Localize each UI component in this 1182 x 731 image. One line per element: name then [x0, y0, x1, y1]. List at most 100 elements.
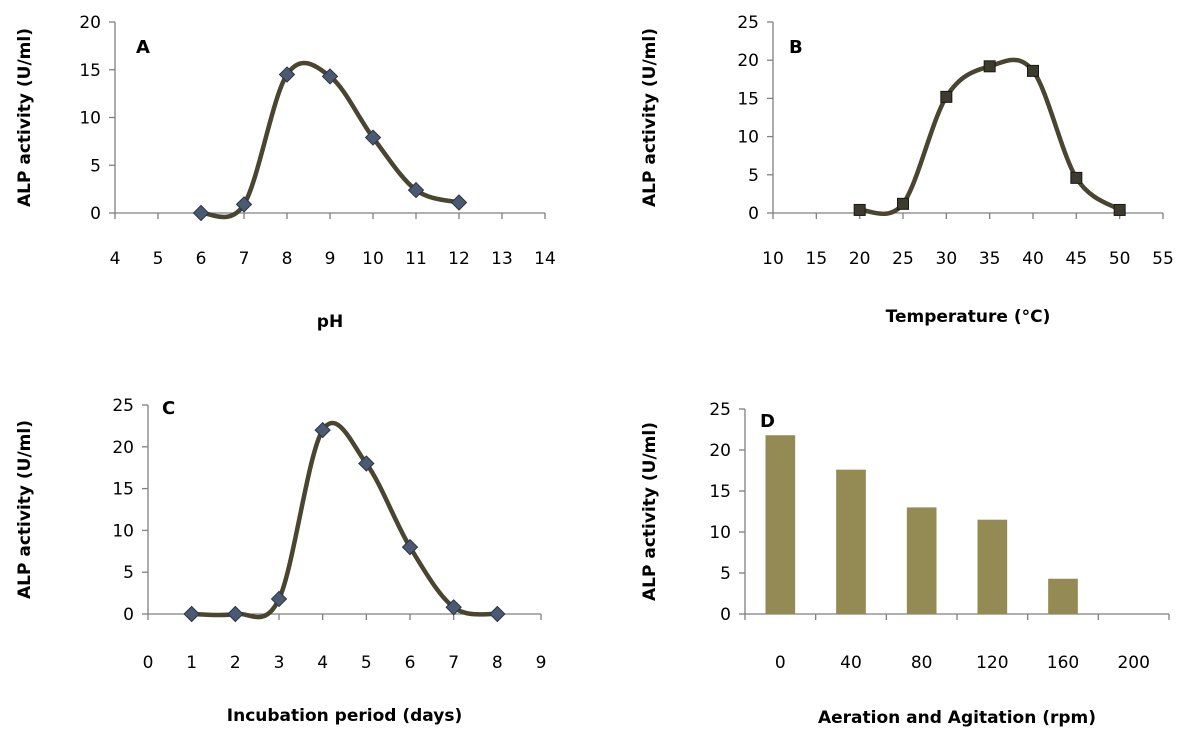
panel-label: C	[162, 398, 175, 419]
data-point	[227, 605, 244, 623]
y-tick-label: 0	[90, 204, 101, 224]
y-tick-label: 0	[720, 605, 731, 625]
x-tick-label: 20	[849, 249, 871, 269]
panel-label: B	[789, 37, 803, 58]
x-tick-label: 2	[230, 653, 241, 673]
y-tick-label: 25	[709, 400, 731, 420]
panel-d: 0 5 10 15 20 25 ALP activity (U/ml) Aeration an…	[640, 400, 1170, 728]
x-tick-label: 50	[1109, 249, 1131, 269]
x-tick-label: 45	[1066, 249, 1088, 269]
y-tick-label: 5	[748, 166, 759, 186]
y-tick-label: 10	[112, 521, 134, 541]
y-tick-label: 25	[112, 396, 134, 416]
y-axis-title: ALP activity (U/ml)	[640, 28, 660, 207]
x-tick-label: 8	[282, 249, 293, 269]
y-axis-title: ALP activity (U/ml)	[15, 420, 35, 599]
x-tick-label: 40	[1022, 249, 1044, 269]
x-tick-label: 1	[186, 653, 197, 673]
x-tick-label: 9	[536, 653, 547, 673]
y-tick-label: 0	[123, 605, 134, 625]
x-tick-label: 13	[491, 249, 513, 269]
x-axis-title: Incubation period (days)	[227, 706, 462, 726]
panel-b: 0 5 10 15 20 25 ALP activity (U/ml) Temperature…	[640, 13, 1174, 327]
y-tick-label: 20	[737, 51, 759, 71]
data-point	[401, 538, 419, 556]
series-line	[189, 420, 500, 620]
y-axis-title: ALP activity (U/ml)	[640, 422, 660, 601]
panel-label: A	[136, 37, 150, 58]
data-point	[192, 204, 210, 222]
data-point	[235, 196, 253, 213]
data-point	[270, 590, 288, 608]
x-tick-label: 0	[143, 653, 154, 673]
data-point	[853, 203, 866, 216]
data-point	[1113, 203, 1126, 216]
panel-label: D	[760, 411, 775, 432]
panel-a: 0 5 10 15 20 ALP activity (U/ml) pH A 4 5 6 7 8 9 10 11…	[15, 13, 556, 332]
x-tick-label: 15	[806, 249, 828, 269]
y-tick-label: 10	[709, 523, 731, 543]
x-axis-title: Aeration and Agitation (rpm)	[818, 708, 1096, 728]
x-tick-label: 5	[361, 653, 372, 673]
data-point	[364, 129, 382, 146]
data-point	[183, 605, 200, 623]
x-tick-label: 9	[325, 249, 336, 269]
x-tick-label: 7	[239, 249, 250, 269]
x-axis-title: Temperature (°C)	[886, 307, 1051, 327]
x-tick-label: 7	[448, 653, 459, 673]
x-tick-label: 200	[1117, 653, 1149, 673]
x-tick-label: 6	[196, 249, 207, 269]
y-tick-label: 5	[90, 156, 101, 176]
bar	[906, 507, 937, 614]
x-tick-label: 55	[1152, 249, 1174, 269]
x-tick-label: 0	[775, 653, 786, 673]
y-tick-label: 20	[79, 13, 101, 33]
x-tick-label: 10	[362, 249, 384, 269]
x-tick-label: 8	[492, 653, 503, 673]
bar	[765, 435, 796, 614]
x-tick-label: 10	[762, 249, 784, 269]
y-tick-label: 25	[737, 13, 759, 33]
y-tick-label: 15	[79, 61, 101, 81]
y-tick-label: 5	[720, 564, 731, 584]
data-point	[407, 181, 425, 199]
data-point	[940, 90, 953, 103]
x-tick-label: 4	[110, 249, 121, 269]
data-point	[445, 599, 462, 616]
y-axis-title: ALP activity (U/ml)	[15, 28, 35, 207]
x-tick-label: 35	[979, 249, 1001, 269]
data-point	[450, 194, 468, 211]
x-axis-title: pH	[317, 312, 343, 332]
y-tick-label: 0	[748, 204, 759, 224]
x-tick-label: 11	[405, 249, 427, 269]
bar	[1048, 578, 1078, 614]
data-point	[278, 66, 296, 83]
x-tick-label: 30	[936, 249, 958, 269]
y-tick-label: 10	[737, 128, 759, 148]
x-tick-label: 160	[1047, 653, 1079, 673]
x-tick-label: 3	[274, 653, 285, 673]
y-tick-label: 20	[709, 441, 731, 461]
data-point	[897, 197, 909, 210]
data-point	[358, 455, 375, 472]
y-tick-label: 10	[79, 109, 101, 129]
x-tick-label: 6	[405, 653, 416, 673]
x-tick-label: 120	[976, 653, 1008, 673]
data-point	[314, 421, 331, 439]
data-point	[321, 68, 339, 85]
bar	[836, 469, 866, 614]
x-tick-label: 40	[840, 653, 862, 673]
y-tick-label: 5	[123, 563, 134, 583]
x-tick-label: 5	[153, 249, 164, 269]
data-point	[489, 605, 506, 623]
y-tick-label: 15	[737, 89, 759, 109]
x-tick-label: 14	[534, 249, 556, 269]
x-tick-label: 80	[911, 653, 933, 673]
x-tick-label: 4	[317, 653, 328, 673]
x-tick-label: 25	[892, 249, 914, 269]
bar	[977, 519, 1008, 614]
series-line	[857, 57, 1122, 217]
data-point	[983, 60, 996, 73]
